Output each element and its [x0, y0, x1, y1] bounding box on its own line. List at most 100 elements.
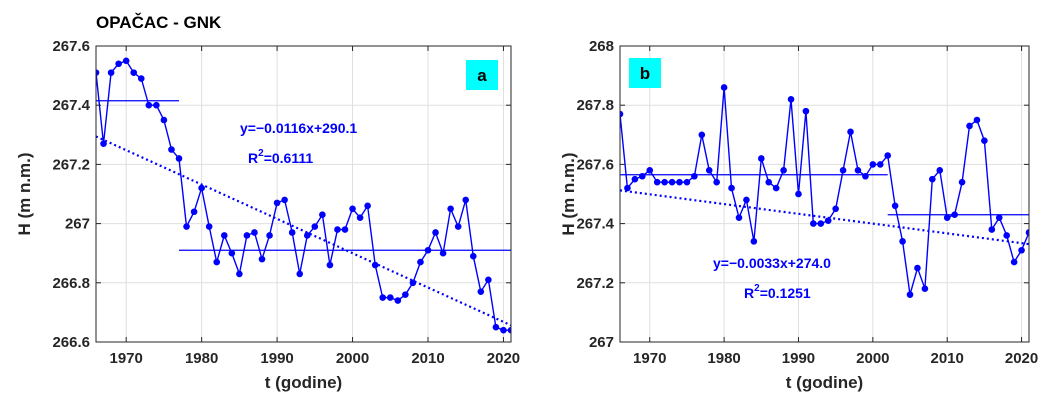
- data-point: [183, 223, 190, 230]
- data-point: [757, 155, 765, 162]
- data-point: [469, 252, 477, 260]
- series-line: [96, 59, 511, 331]
- x-axis-label: t (godine): [265, 373, 342, 392]
- data-point: [311, 223, 319, 230]
- trend-equation: y=−0.0116x+290.1: [240, 120, 357, 136]
- data-point: [906, 291, 914, 298]
- r-squared-symbol: R: [248, 150, 258, 166]
- data-point: [839, 167, 847, 174]
- x-tick-label: 1970: [109, 350, 142, 367]
- data-point: [319, 211, 326, 219]
- y-tick-label: 267: [65, 216, 90, 233]
- data-point: [1010, 258, 1018, 266]
- data-point: [251, 229, 258, 236]
- figure-title: OPAČAC - GNK: [96, 13, 222, 32]
- data-point: [303, 232, 311, 239]
- y-axis-label: H (m n.m.): [15, 152, 34, 235]
- panel-label: b: [640, 64, 650, 83]
- data-point: [236, 270, 243, 278]
- data-point: [765, 178, 773, 186]
- data-layer: [620, 84, 1029, 298]
- data-point: [847, 128, 854, 136]
- data-point: [914, 264, 921, 272]
- data-point: [394, 297, 402, 304]
- r-squared-value: =0.1251: [760, 285, 811, 301]
- data-point: [683, 178, 691, 186]
- data-point: [409, 279, 417, 287]
- data-point: [824, 217, 832, 224]
- data-point: [743, 196, 750, 204]
- data-point: [334, 226, 341, 233]
- data-point: [258, 255, 266, 263]
- data-point: [379, 294, 387, 301]
- data-point: [228, 249, 236, 257]
- panel-label-box: [466, 60, 498, 90]
- trend-line: [96, 135, 511, 327]
- data-point: [160, 116, 168, 124]
- data-point: [371, 261, 379, 269]
- axes-box: [619, 45, 1030, 343]
- data-point: [122, 57, 130, 65]
- data-point: [929, 175, 936, 183]
- x-tick-label: 2020: [487, 350, 520, 367]
- data-point: [973, 116, 981, 124]
- x-tick-label: 1990: [782, 350, 815, 367]
- data-point: [447, 205, 454, 213]
- data-point: [213, 258, 221, 266]
- data-point: [326, 261, 334, 269]
- data-point: [676, 178, 683, 186]
- y-tick-label: 267.4: [52, 97, 90, 114]
- x-tick-label: 1980: [185, 350, 218, 367]
- data-point: [153, 101, 160, 109]
- data-point: [713, 178, 720, 186]
- x-tick-label: 1980: [707, 350, 740, 367]
- data-point: [620, 110, 624, 118]
- panel-label: a: [477, 66, 487, 85]
- data-point: [772, 184, 780, 192]
- x-tick-label: 2020: [1005, 350, 1038, 367]
- y-tick-label: 266.6: [52, 334, 90, 351]
- data-point: [485, 276, 492, 284]
- data-point: [995, 214, 1003, 221]
- data-point: [402, 291, 409, 298]
- x-tick-label: 1990: [260, 350, 293, 367]
- data-point: [100, 140, 107, 147]
- data-point: [891, 202, 899, 210]
- trend-line: [620, 189, 1029, 246]
- y-tick-label: 267.2: [576, 275, 614, 292]
- plot-area: [96, 46, 511, 342]
- data-point: [243, 232, 251, 239]
- x-tick-label: 2000: [336, 350, 369, 367]
- data-point: [854, 167, 862, 174]
- data-point: [266, 232, 273, 239]
- chart-panel-b: 1970 1980 1990 2000 2010 2020 267 267.2 267.4 267…: [559, 38, 1038, 392]
- data-point: [921, 285, 929, 293]
- x-tick-label: 2000: [856, 350, 889, 367]
- data-point: [273, 199, 281, 207]
- data-point: [1025, 229, 1029, 236]
- data-point: [439, 249, 447, 257]
- data-point: [168, 146, 175, 153]
- data-point: [281, 196, 288, 204]
- data-point: [130, 69, 138, 76]
- r-squared-label: R2=0.1251: [744, 283, 811, 301]
- y-axis-label: H (m n.m.): [559, 152, 578, 235]
- data-point: [810, 220, 817, 227]
- data-point: [698, 131, 706, 139]
- data-point: [500, 326, 507, 334]
- axes-box: [95, 45, 512, 343]
- r-squared-value: =0.6111: [264, 150, 314, 166]
- data-point: [115, 60, 122, 68]
- y-tick-label: 267.2: [52, 156, 90, 173]
- data-point: [802, 107, 810, 115]
- data-point: [958, 178, 966, 186]
- chart-panel-a: 1970 1980 1990 2000 2010 2020 266.6 266.8 267 267…: [15, 38, 520, 392]
- data-point: [735, 214, 743, 221]
- y-tick-label: 267.8: [576, 97, 614, 114]
- data-point: [653, 178, 661, 186]
- y-tick-label: 268: [589, 38, 614, 55]
- data-point: [386, 294, 394, 301]
- data-point: [787, 95, 795, 103]
- x-axis-label: t (godine): [786, 373, 863, 392]
